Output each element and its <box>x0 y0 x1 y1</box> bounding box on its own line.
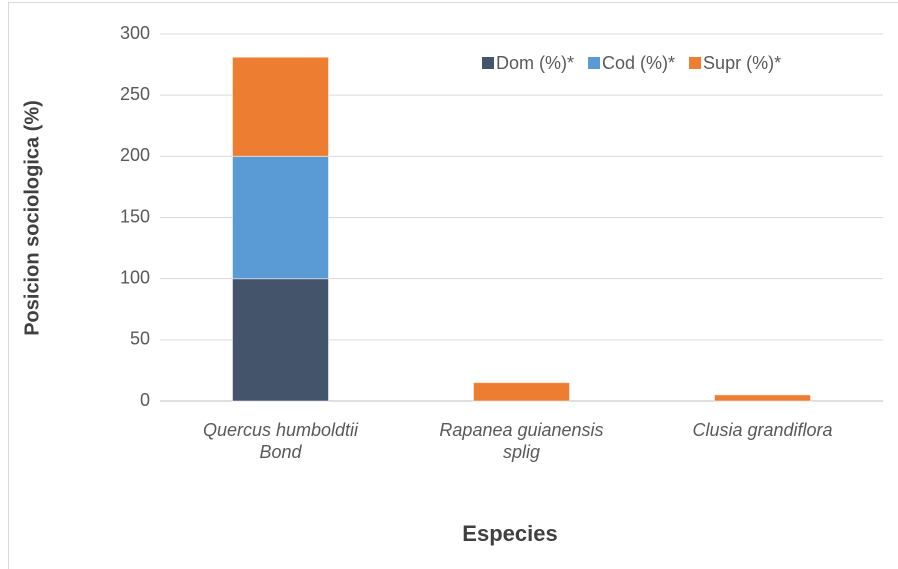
legend-label: Supr (%)* <box>703 53 781 73</box>
legend-swatch <box>689 57 702 69</box>
bar-segment <box>714 394 811 402</box>
legend-swatch <box>588 57 601 69</box>
bar-segment <box>232 155 329 280</box>
x-tick-label: Quercus humboldtii Bond <box>202 420 359 462</box>
bar-segment <box>232 56 329 157</box>
legend-label: Cod (%)* <box>602 53 675 73</box>
x-tick-label: Rapanea guianensis splig <box>439 420 604 462</box>
y-tick-label: 200 <box>120 145 150 165</box>
y-tick-label: 150 <box>120 206 150 226</box>
chart-border <box>8 2 898 569</box>
y-tick-label: 50 <box>130 329 150 349</box>
bar-segment <box>232 278 329 402</box>
y-tick-label: 250 <box>120 84 150 104</box>
x-tick-label: Clusia grandiflora <box>692 420 833 440</box>
legend-swatch <box>482 57 494 69</box>
y-tick-label: 0 <box>140 390 150 410</box>
y-axis-title: Posicion sociologica (%) <box>21 100 43 336</box>
bar-segment <box>473 382 570 402</box>
y-tick-label: 100 <box>120 267 150 287</box>
x-axis-title: Especies <box>462 521 557 546</box>
legend-label: Dom (%)* <box>496 53 574 73</box>
y-tick-label: 300 <box>120 23 150 43</box>
